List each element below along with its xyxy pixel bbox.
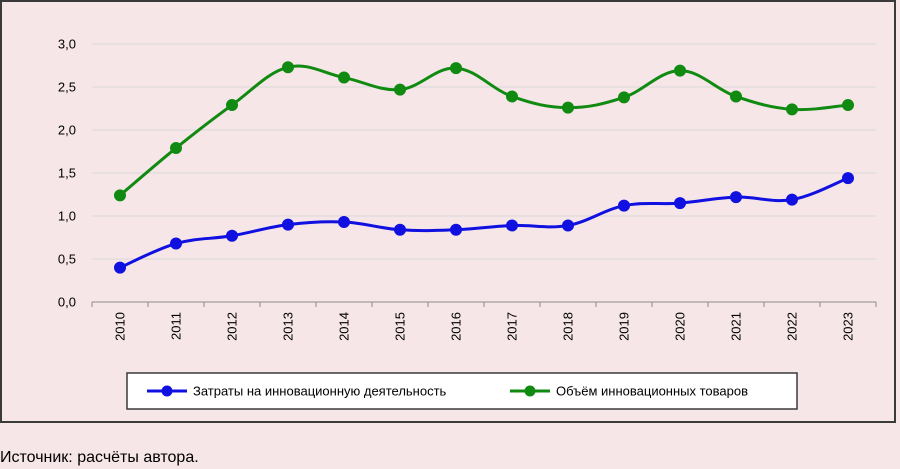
legend-label: Объём инновационных товаров [556, 384, 748, 399]
data-point-series-2 [618, 91, 630, 104]
data-point-series-1 [506, 219, 518, 232]
x-tick-label: 2022 [785, 312, 800, 341]
data-point-series-2 [674, 64, 686, 77]
x-tick-label: 2011 [169, 312, 184, 340]
series-line-1 [119, 176, 849, 269]
y-tick-label: 2,5 [58, 80, 76, 95]
data-point-series-2 [282, 61, 294, 74]
x-tick-label: 2018 [561, 312, 576, 341]
series-lines [114, 61, 854, 274]
data-point-series-2 [226, 99, 238, 112]
x-tick-label: 2010 [113, 312, 128, 341]
x-tick-label: 2016 [449, 312, 464, 341]
data-point-series-2 [338, 71, 350, 84]
data-point-series-1 [226, 229, 238, 242]
legend-box [126, 372, 798, 410]
legend: Затраты на инновационную деятельность Объ… [126, 372, 798, 410]
x-tick-label: 2021 [729, 312, 744, 341]
x-tick-label: 2017 [505, 312, 520, 341]
data-point-series-1 [562, 219, 574, 232]
data-point-series-2 [394, 83, 406, 96]
y-tick-label: 0,0 [58, 295, 76, 310]
data-point-series-2 [450, 62, 462, 75]
legend-swatch-marker [161, 385, 173, 397]
x-tick-label: 2013 [281, 312, 296, 341]
legend-label: Затраты на инновационную деятельность [193, 384, 447, 399]
x-tick-label: 2019 [617, 312, 632, 341]
data-point-series-1 [786, 193, 798, 206]
data-point-series-1 [842, 172, 854, 185]
data-point-series-1 [730, 191, 742, 204]
x-tick-label: 2023 [841, 312, 856, 341]
data-point-series-1 [450, 223, 462, 236]
data-point-series-1 [618, 199, 630, 212]
x-tick-label: 2015 [393, 312, 408, 341]
series-line-2 [119, 64, 849, 197]
data-point-series-2 [114, 189, 126, 202]
grid-lines [92, 43, 876, 260]
x-tick-label: 2012 [225, 312, 240, 341]
data-point-series-1 [114, 261, 126, 274]
y-tick-label: 1,5 [58, 166, 76, 181]
chart-frame [0, 0, 896, 423]
data-point-series-1 [674, 197, 686, 210]
x-tick-label: 2020 [673, 312, 688, 341]
data-point-series-2 [506, 90, 518, 103]
axes: 0,0 0,5 1,0 1,5 2,0 2,5 3,0 2010 2011 2012 2013 201… [58, 37, 877, 341]
data-point-series-1 [394, 223, 406, 236]
y-tick-label: 1,0 [58, 209, 76, 224]
data-point-series-2 [842, 99, 854, 112]
source-note: Источник: расчёты автора. [0, 449, 199, 466]
x-tick-label: 2014 [337, 312, 352, 341]
data-point-series-1 [170, 237, 182, 250]
data-point-series-2 [730, 90, 742, 103]
data-point-series-2 [562, 101, 574, 114]
legend-swatch-marker [524, 385, 536, 397]
y-tick-label: 0,5 [58, 252, 76, 267]
data-point-series-1 [282, 218, 294, 231]
y-tick-label: 2,0 [58, 123, 76, 138]
data-point-series-1 [338, 216, 350, 229]
line-chart: 0,0 0,5 1,0 1,5 2,0 2,5 3,0 2010 2011 2012 2013 201… [58, 37, 877, 410]
data-point-series-2 [786, 103, 798, 116]
data-point-series-2 [170, 142, 182, 155]
y-tick-label: 3,0 [58, 37, 76, 52]
